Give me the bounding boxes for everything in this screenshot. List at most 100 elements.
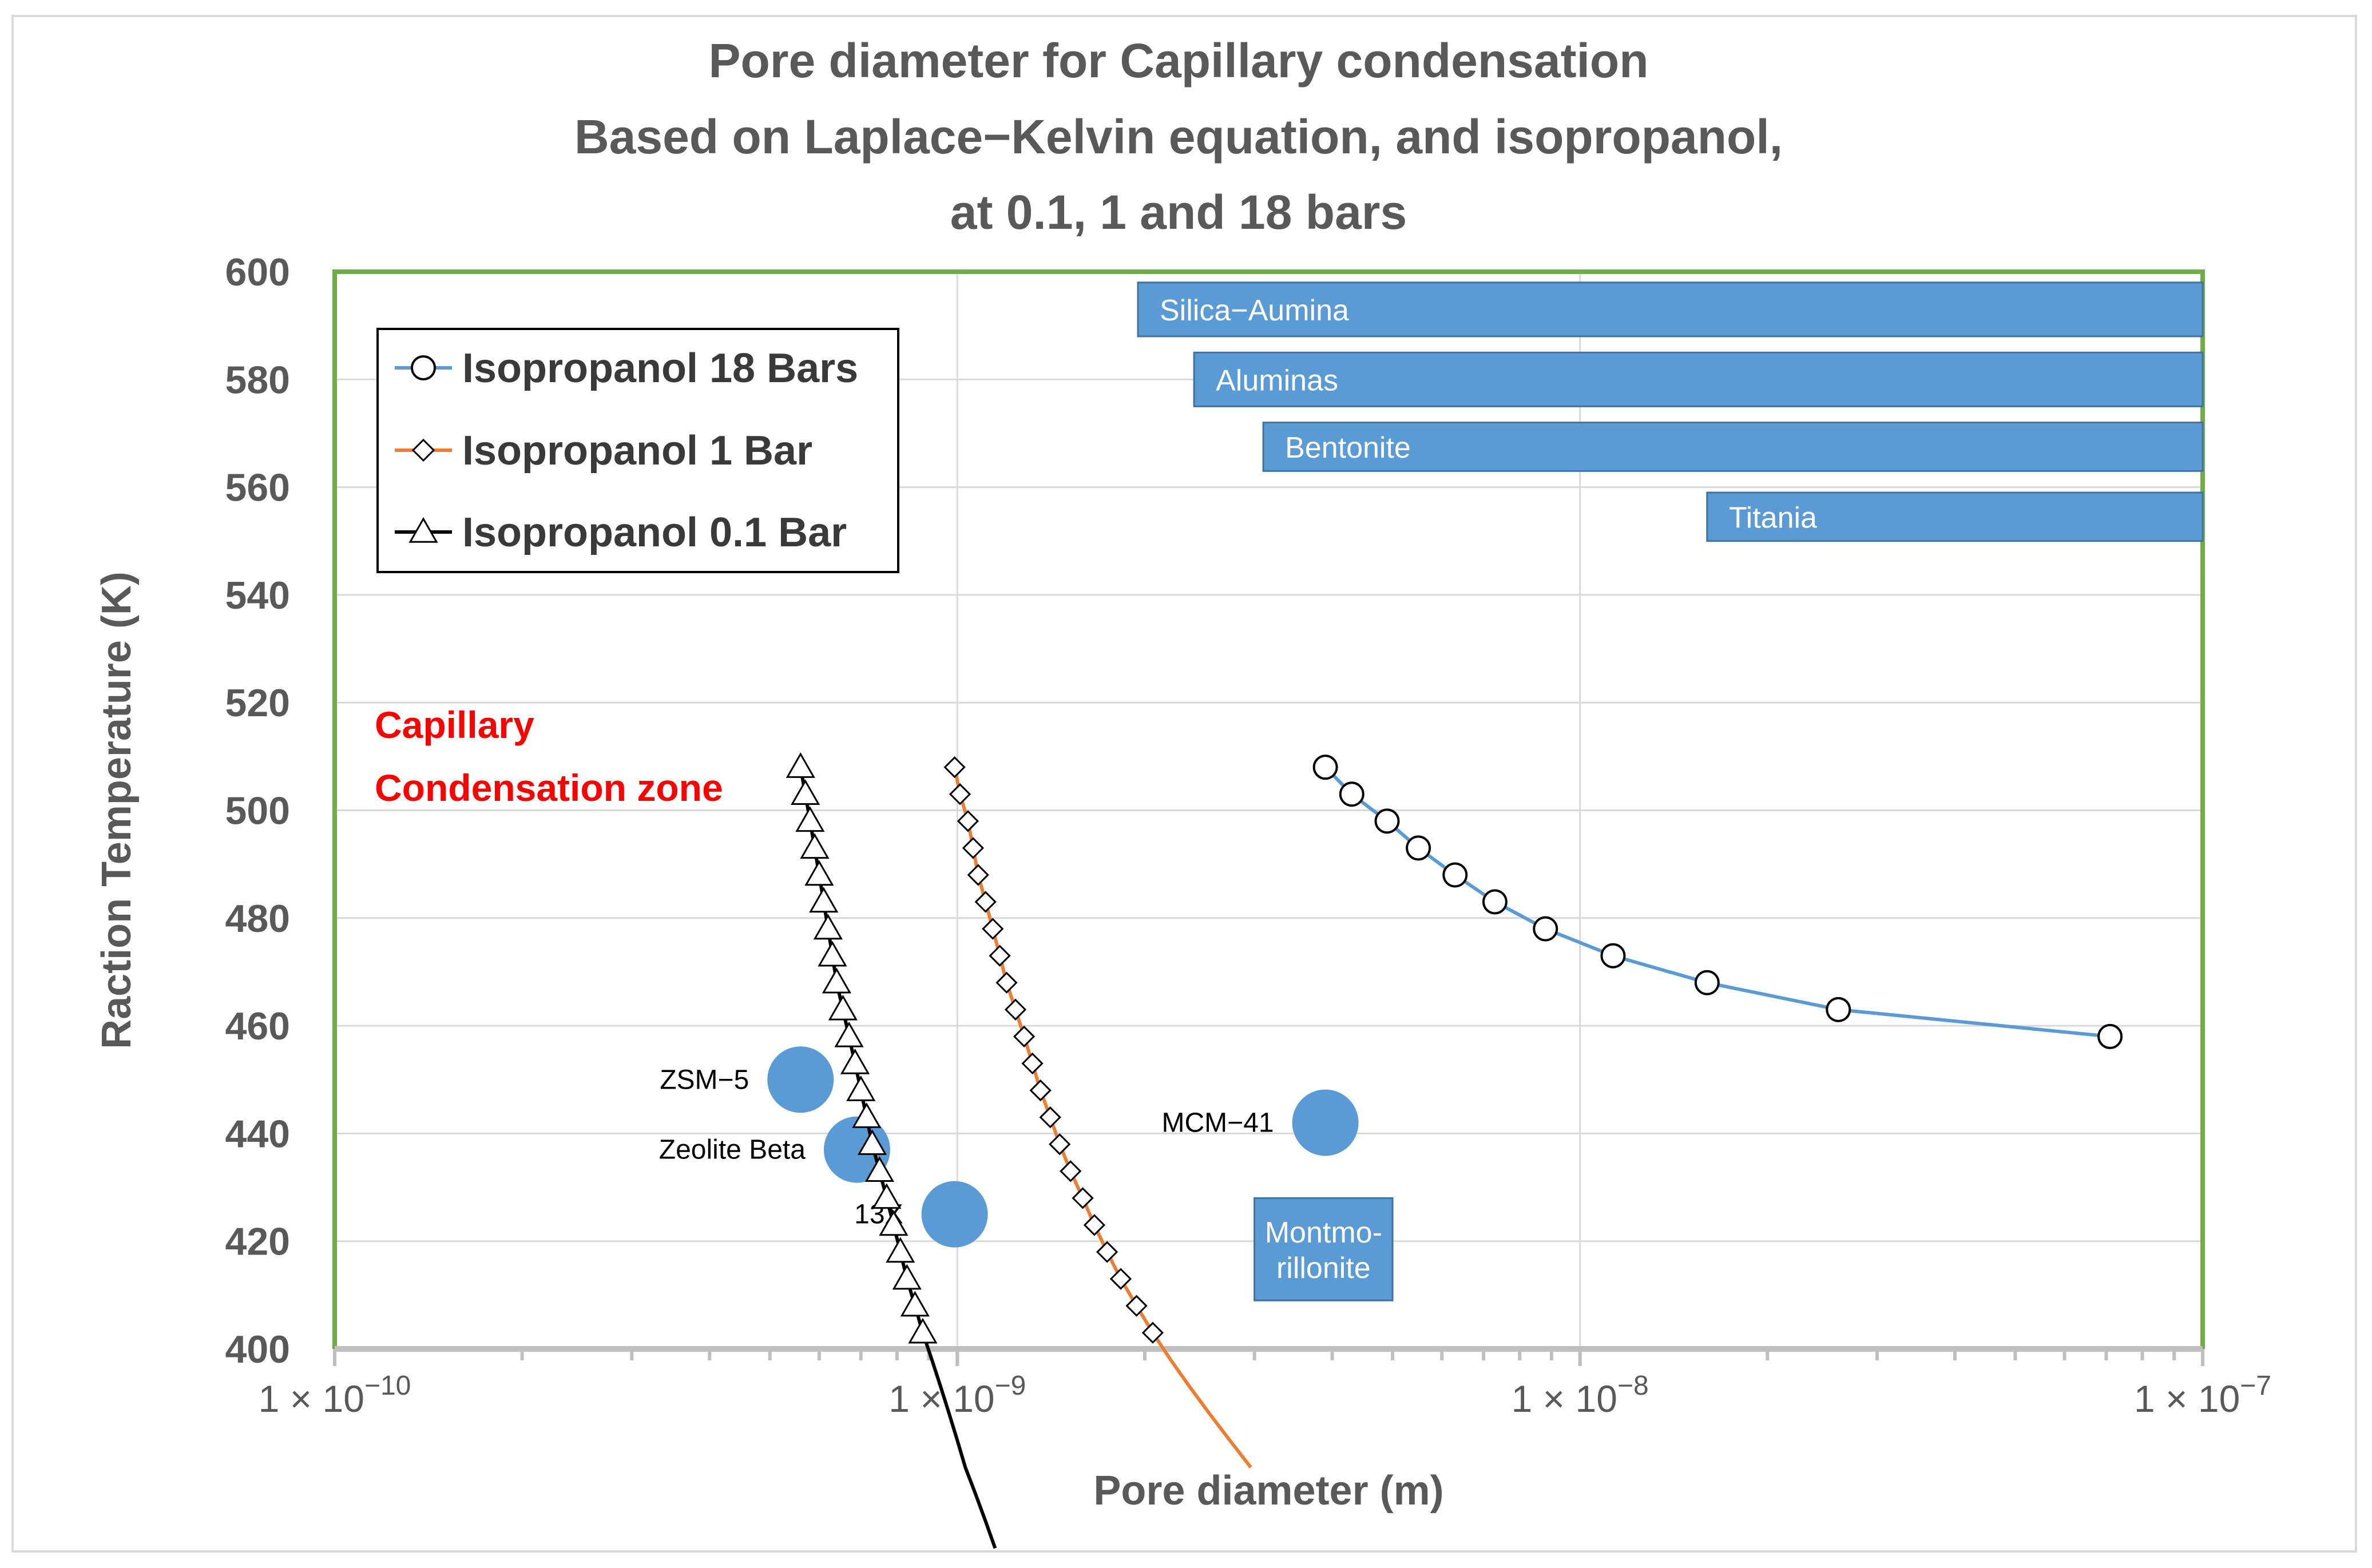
- plot-area-border: [332, 269, 2205, 1349]
- data-point: [857, 1129, 887, 1155]
- data-point: [834, 1021, 864, 1047]
- x-tick-label: 1 × 10−9: [888, 1371, 1026, 1420]
- legend-marker: [408, 517, 438, 543]
- data-point: [1826, 997, 1851, 1022]
- range-bar: [1262, 422, 2204, 472]
- y-tick-label: 420: [225, 1220, 290, 1264]
- y-tick-label: 480: [225, 897, 290, 940]
- data-point: [852, 1102, 882, 1128]
- y-tick-label: 540: [225, 574, 290, 617]
- data-point: [1096, 1241, 1118, 1263]
- material-label: MCM−41: [1162, 1108, 1274, 1138]
- x-tick-label: 1 × 10−7: [2134, 1371, 2271, 1420]
- legend-marker: [411, 438, 435, 462]
- data-point: [809, 887, 839, 913]
- data-point: [1039, 1106, 1061, 1129]
- legend-label: Isopropanol 18 Bars: [462, 346, 858, 391]
- y-tick-label: 500: [225, 789, 290, 833]
- data-point: [1339, 781, 1365, 807]
- chart-title-line: at 0.1, 1 and 18 bars: [950, 185, 1407, 239]
- range-bar: [1193, 351, 2204, 407]
- range-bar-label: Bentonite: [1285, 431, 1411, 465]
- data-point: [840, 1048, 870, 1074]
- data-point: [2097, 1023, 2123, 1049]
- data-point: [886, 1237, 915, 1263]
- data-point: [822, 967, 851, 994]
- data-point: [1021, 1052, 1044, 1075]
- zone-annotation: Capillary: [375, 704, 534, 746]
- chart-title-line: Based on Laplace−Kelvin equation, and is…: [574, 110, 1783, 164]
- y-tick-label: 580: [225, 358, 290, 402]
- chart-title-line: Pore diameter for Capillary condensation: [708, 34, 1648, 88]
- data-point: [1109, 1268, 1132, 1290]
- y-tick-label: 600: [225, 251, 290, 294]
- data-point: [800, 833, 830, 859]
- x-tick-label: 1 × 10−8: [1512, 1371, 1649, 1420]
- material-point: [767, 1046, 834, 1113]
- legend-box: [376, 328, 899, 573]
- data-point: [1312, 755, 1338, 780]
- data-point: [995, 971, 1018, 994]
- material-label: Zeolite Beta: [659, 1135, 806, 1165]
- series-line: [1324, 766, 2111, 1038]
- y-tick-label: 560: [225, 466, 290, 510]
- data-point: [828, 994, 858, 1021]
- legend-label: Isopropanol 0.1 Bar: [462, 510, 847, 555]
- data-point: [974, 891, 997, 913]
- data-point: [795, 806, 825, 832]
- legend-marker: [411, 355, 436, 380]
- x-axis-label: Pore diameter (m): [1093, 1468, 1443, 1514]
- data-point: [957, 810, 979, 832]
- data-point: [1482, 889, 1508, 915]
- data-point: [1533, 916, 1558, 942]
- material-label: ZSM−5: [660, 1065, 749, 1095]
- data-point: [1374, 808, 1400, 834]
- y-tick-label: 460: [225, 1005, 290, 1048]
- range-bar-label: Titania: [1729, 501, 1817, 534]
- data-point: [1083, 1214, 1106, 1236]
- data-point: [818, 940, 847, 967]
- material-point: [921, 1181, 988, 1248]
- data-point: [1013, 1025, 1036, 1048]
- range-bar: [1137, 281, 2204, 338]
- y-tick-label: 520: [225, 681, 290, 725]
- data-point: [879, 1210, 909, 1236]
- data-point: [1029, 1079, 1052, 1102]
- data-point: [1406, 835, 1431, 861]
- data-point: [1060, 1160, 1082, 1182]
- data-point: [967, 864, 989, 886]
- data-point: [1600, 943, 1626, 968]
- data-point: [962, 837, 984, 859]
- data-point: [949, 783, 971, 805]
- range-bar-label: Silica−Aumina: [1160, 294, 1349, 327]
- range-bar-label: Montmo-: [1265, 1216, 1382, 1249]
- data-point: [1125, 1295, 1148, 1317]
- data-point: [804, 860, 834, 886]
- data-point: [892, 1264, 922, 1290]
- data-point: [864, 1156, 894, 1182]
- data-point: [1072, 1187, 1094, 1209]
- data-point: [1694, 970, 1720, 995]
- y-tick-label: 400: [225, 1328, 290, 1371]
- range-bar: [1254, 1197, 1394, 1301]
- data-point: [872, 1183, 902, 1209]
- range-bar: [1706, 491, 2204, 542]
- data-point: [908, 1317, 938, 1344]
- data-point: [943, 756, 966, 779]
- data-point: [1049, 1133, 1071, 1156]
- legend-label: Isopropanol 1 Bar: [462, 428, 812, 474]
- data-point: [900, 1291, 930, 1317]
- data-point: [989, 944, 1011, 967]
- zone-annotation: Condensation zone: [375, 767, 723, 809]
- data-point: [813, 914, 843, 940]
- data-point: [982, 918, 1004, 940]
- data-point: [1141, 1321, 1164, 1344]
- data-point: [791, 779, 820, 805]
- data-point: [846, 1075, 876, 1101]
- y-axis-label: Raction Temperature (K): [94, 571, 140, 1049]
- data-point: [786, 752, 815, 778]
- range-bar-label: Aluminas: [1216, 364, 1338, 397]
- x-tick-label: 1 × 10−10: [259, 1371, 411, 1420]
- y-tick-label: 440: [225, 1112, 290, 1156]
